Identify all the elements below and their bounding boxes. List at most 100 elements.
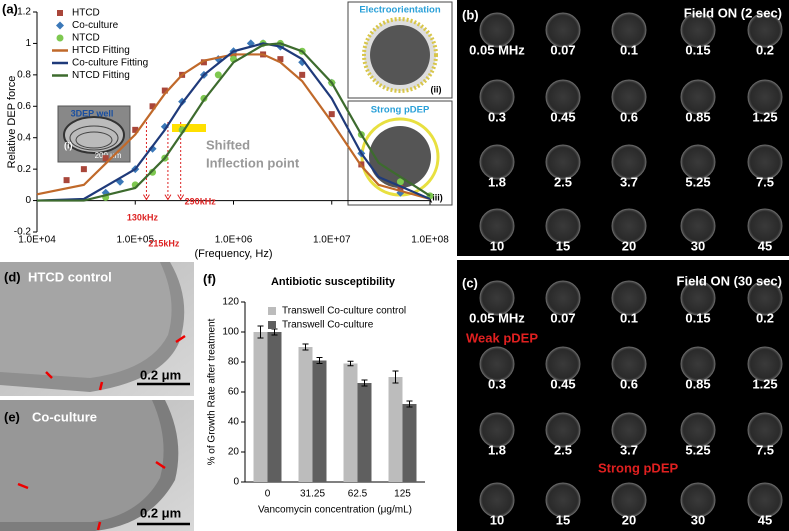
x-tick-label: 125 [394, 489, 411, 500]
well-label: 2.5 [554, 174, 572, 189]
panel-label: (c) [462, 275, 478, 290]
y-tick-label: 80 [228, 357, 240, 368]
y-tick-label: 0.6 [17, 101, 31, 112]
well [545, 482, 581, 518]
y-tick-label: 0 [233, 477, 239, 488]
well [680, 144, 716, 180]
well [747, 412, 783, 448]
arrow-head [164, 194, 172, 201]
well-label: 7.5 [756, 442, 774, 457]
status: Field ON (30 sec) [677, 273, 782, 288]
y-tick-label: 20 [228, 447, 240, 458]
y-tick-label: 0.2 [17, 164, 31, 175]
point [149, 103, 156, 110]
bar [298, 347, 313, 482]
panel-label: (a) [2, 1, 18, 16]
point [299, 71, 306, 78]
inset-tag: (i) [64, 140, 73, 150]
scale-label: 0.2 μm [140, 505, 181, 520]
well [747, 280, 783, 316]
well-label: 0.6 [620, 109, 638, 124]
bar [312, 360, 327, 482]
inset-ii [347, 1, 453, 99]
panel-label: (e) [4, 409, 20, 424]
point [396, 178, 404, 186]
y-tick-label: 1 [25, 38, 31, 49]
well [611, 346, 647, 382]
arrow-head [177, 194, 185, 201]
inset-label: Strong pDEP [371, 105, 430, 116]
well-label: 1.8 [488, 442, 506, 457]
well-label: 0.3 [488, 109, 506, 124]
well-label: 0.15 [685, 42, 710, 57]
well [479, 412, 515, 448]
well [747, 346, 783, 382]
y-tick-label: 0 [25, 195, 31, 206]
panel-title: HTCD control [28, 269, 112, 284]
error-bar [316, 357, 323, 364]
well [545, 12, 581, 48]
error-bar [406, 400, 413, 408]
annotation: 215kHz [148, 238, 180, 248]
bar [343, 363, 358, 482]
well [680, 346, 716, 382]
well [611, 280, 647, 316]
well-label: 0.45 [550, 376, 575, 391]
well-label: 10 [490, 512, 504, 527]
bar [388, 377, 403, 482]
well-label: 1.8 [488, 174, 506, 189]
panel-title: Co-culture [32, 409, 97, 424]
well [611, 208, 647, 244]
x-tick-label: 1.0E+08 [411, 235, 449, 246]
point [149, 168, 157, 176]
well-label: 0.3 [488, 376, 506, 391]
well-label: 15 [556, 238, 570, 253]
point [102, 155, 109, 162]
point [328, 111, 335, 118]
point [397, 185, 404, 191]
well-label: 0.05 MHz [469, 310, 525, 325]
legend-swatch [56, 34, 64, 42]
legend-swatch [268, 307, 276, 315]
annotation: Weak pDEP [466, 330, 538, 345]
well-label: 0.15 [685, 310, 710, 325]
inset-label: 3DEP well [71, 108, 114, 118]
well-label: 0.05 MHz [469, 42, 525, 57]
legend-label: Transwell Co-culture [282, 320, 374, 331]
fit-line [36, 42, 431, 202]
y-tick-label: 100 [222, 327, 239, 338]
well [479, 208, 515, 244]
well-label: 7.5 [756, 174, 774, 189]
error-bar [392, 370, 399, 384]
legend-swatch [56, 21, 64, 30]
panel-label: (f) [203, 271, 216, 286]
well [545, 346, 581, 382]
well-label: 0.07 [550, 310, 575, 325]
legend-swatch [57, 10, 63, 16]
x-axis-label: (Frequency, Hz) [194, 248, 272, 260]
point [80, 166, 87, 173]
inset-tag: (ii) [431, 84, 442, 94]
inset-label: Electroorientation [359, 5, 440, 16]
well-label: 1.25 [752, 109, 777, 124]
well [747, 208, 783, 244]
well [479, 79, 515, 115]
x-tick-label: 1.0E+05 [116, 235, 154, 246]
well-label: 0.1 [620, 42, 638, 57]
x-axis-label: Vancomycin concentration (μg/mL) [258, 505, 412, 516]
well-label: 3.7 [620, 442, 638, 457]
well-label: 5.25 [685, 442, 710, 457]
well [611, 412, 647, 448]
well [545, 144, 581, 180]
inset-tag: (iii) [429, 192, 443, 202]
well [545, 280, 581, 316]
note: Inflection point [206, 155, 300, 170]
annotation: 130kHz [127, 212, 159, 222]
well-label: 0.1 [620, 310, 638, 325]
well-label: 1.25 [752, 376, 777, 391]
well [611, 79, 647, 115]
well [479, 144, 515, 180]
chart-title: Antibiotic susceptibility [271, 276, 396, 288]
y-axis-label: Relative DEP force [6, 76, 18, 169]
point [200, 59, 207, 66]
